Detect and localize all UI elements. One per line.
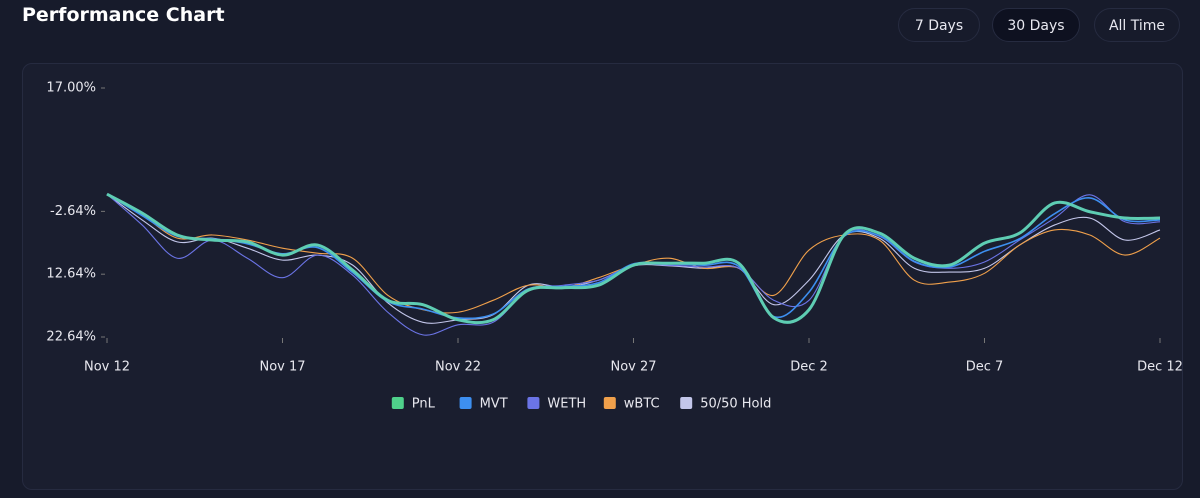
y-tick-label: 22.64% xyxy=(46,330,96,345)
range-button[interactable]: 30 Days xyxy=(992,8,1080,42)
series-line xyxy=(106,193,1161,324)
x-tick-label: Dec 2 xyxy=(790,360,828,375)
legend-label: PnL xyxy=(412,397,436,412)
x-tick-label: Nov 27 xyxy=(610,360,656,375)
legend-label: 50/50 Hold xyxy=(700,397,771,412)
legend-swatch xyxy=(527,397,540,409)
legend-swatch xyxy=(680,397,693,409)
legend-label: MVT xyxy=(480,397,508,412)
y-tick-label: 17.00% xyxy=(46,81,96,96)
x-tick-label: Dec 12 xyxy=(1137,360,1183,375)
legend-label: WETH xyxy=(547,397,586,412)
y-tick-label: -2.64% xyxy=(50,204,96,219)
x-tick-label: Dec 7 xyxy=(966,360,1004,375)
legend-label: wBTC xyxy=(624,397,660,412)
page-title: Performance Chart xyxy=(22,4,225,26)
x-tick-label: Nov 12 xyxy=(84,360,130,375)
series-line xyxy=(106,192,1161,325)
series-line xyxy=(106,193,1161,314)
range-button[interactable]: All Time xyxy=(1094,8,1180,42)
y-tick-label: 12.64% xyxy=(46,267,96,282)
legend-swatch xyxy=(391,397,404,409)
x-tick-label: Nov 22 xyxy=(435,360,481,375)
legend-swatch xyxy=(603,397,616,409)
range-button[interactable]: 7 Days xyxy=(898,8,980,42)
legend-swatch xyxy=(459,397,472,409)
x-tick-label: Nov 17 xyxy=(259,360,305,375)
series-line xyxy=(106,193,1161,320)
